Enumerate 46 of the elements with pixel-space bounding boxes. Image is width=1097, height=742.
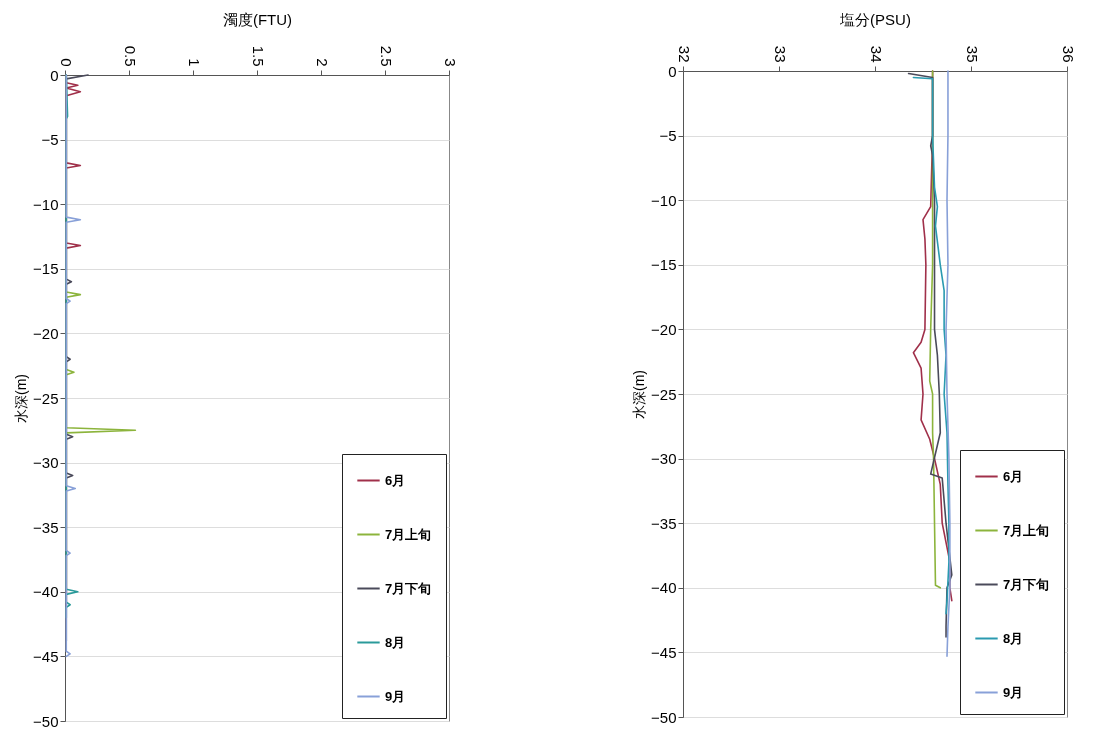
y-tick-label: −15: [33, 260, 59, 278]
x-tick-label: 34: [867, 45, 885, 63]
y-tick-label: −10: [651, 191, 677, 209]
y-tick-label: −40: [33, 583, 59, 601]
y-tick-label: −20: [651, 320, 677, 338]
y-tick-label: −25: [651, 385, 677, 403]
y-tick-label: −30: [651, 450, 677, 468]
legend-label: 8月: [385, 634, 406, 650]
y-tick-label: −50: [651, 708, 677, 726]
y-tick-label: −15: [651, 256, 677, 274]
x-tick-label: 35: [963, 45, 981, 63]
x-axis-title: 塩分(PSU): [839, 10, 911, 28]
legend-label: 6月: [1003, 468, 1024, 484]
x-tick-label: 32: [675, 45, 693, 63]
x-tick-label: 36: [1059, 45, 1077, 63]
legend-label: 7月上旬: [385, 526, 432, 542]
legend-label: 7月下旬: [1003, 576, 1050, 592]
x-axis-title: 濁度(FTU): [222, 10, 293, 28]
legend-label: 9月: [1003, 684, 1024, 700]
y-tick-label: −40: [651, 579, 677, 597]
x-tick-label: 1.5: [249, 45, 267, 67]
y-axis-title: 水深(m): [631, 370, 648, 419]
x-tick-label: 0: [57, 58, 75, 67]
legend-label: 7月上旬: [1003, 522, 1050, 538]
y-tick-label: −35: [33, 518, 59, 536]
y-tick-label: −45: [651, 643, 677, 661]
y-tick-label: −20: [33, 324, 59, 342]
x-tick-label: 33: [771, 45, 789, 63]
y-tick-label: −35: [651, 514, 677, 532]
y-tick-label: −25: [33, 389, 59, 407]
y-tick-label: −50: [33, 712, 59, 730]
legend-label: 9月: [385, 688, 406, 704]
y-tick-label: −45: [33, 647, 59, 665]
legend-label: 8月: [1003, 630, 1024, 646]
x-tick-label: 1: [185, 58, 203, 67]
y-tick-label: −5: [659, 127, 677, 145]
y-tick-label: −30: [33, 454, 59, 472]
y-axis-title: 水深(m): [13, 374, 30, 423]
x-tick-label: 2: [313, 58, 331, 67]
y-tick-label: −5: [41, 131, 59, 149]
x-tick-label: 3: [441, 58, 459, 67]
y-tick-label: −10: [33, 195, 59, 213]
legend-label: 6月: [385, 472, 406, 488]
legend-label: 7月下旬: [385, 580, 432, 596]
x-tick-label: 0.5: [121, 45, 139, 67]
x-tick-label: 2.5: [377, 45, 395, 67]
